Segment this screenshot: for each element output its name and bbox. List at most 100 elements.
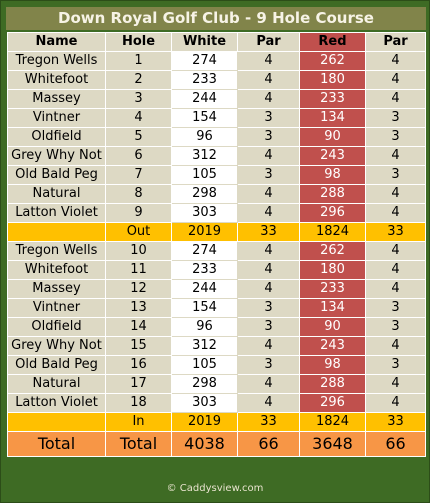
hole-row: Oldfield 14 96 3 90 3 (7, 317, 426, 337)
cell-white-yards: 303 (171, 393, 238, 413)
cell-par-red: 3 (365, 108, 426, 128)
hole-row: Tregon Wells 10 274 4 262 4 (7, 241, 426, 261)
cell-hole: Out (105, 222, 172, 242)
cell-hole: 8 (105, 184, 172, 204)
cell-par-white: 4 (237, 279, 300, 299)
cell-hole: Total (105, 431, 172, 457)
cell-red-yards: 243 (299, 336, 366, 356)
cell-red-yards: 288 (299, 374, 366, 394)
cell-hole: 6 (105, 146, 172, 166)
cell-par-red: 33 (365, 412, 426, 432)
cell-name: Total (7, 431, 106, 457)
cell-white-yards: 303 (171, 203, 238, 223)
cell-par-white: 4 (237, 260, 300, 280)
cell-par-red: 3 (365, 355, 426, 375)
cell-white-yards: 96 (171, 127, 238, 147)
cell-red-yards: 98 (299, 165, 366, 185)
cell-par-white: 4 (237, 393, 300, 413)
hole-row: Latton Violet 9 303 4 296 4 (7, 203, 426, 223)
cell-white-yards: 244 (171, 279, 238, 299)
cell-name: Grey Why Not (7, 336, 106, 356)
cell-white-yards: 298 (171, 184, 238, 204)
header-par-red: Par (365, 32, 426, 52)
cell-hole: 11 (105, 260, 172, 280)
cell-hole: 7 (105, 165, 172, 185)
cell-par-white: 4 (237, 51, 300, 71)
cell-par-red: 4 (365, 70, 426, 90)
header-name: Name (7, 32, 106, 52)
cell-name (7, 412, 106, 432)
cell-white-yards: 274 (171, 51, 238, 71)
cell-red-yards: 243 (299, 146, 366, 166)
cell-par-red: 3 (365, 165, 426, 185)
cell-white-yards: 312 (171, 146, 238, 166)
cell-par-white: 33 (237, 412, 300, 432)
cell-red-yards: 296 (299, 203, 366, 223)
hole-row: Oldfield 5 96 3 90 3 (7, 127, 426, 147)
cell-hole: 10 (105, 241, 172, 261)
cell-par-white: 4 (237, 146, 300, 166)
cell-white-yards: 96 (171, 317, 238, 337)
cell-par-red: 4 (365, 146, 426, 166)
cell-par-white: 3 (237, 298, 300, 318)
cell-par-red: 4 (365, 393, 426, 413)
cell-red-yards: 134 (299, 108, 366, 128)
cell-name: Massey (7, 89, 106, 109)
cell-name: Oldfield (7, 127, 106, 147)
cell-name (7, 222, 106, 242)
hole-row: Grey Why Not 6 312 4 243 4 (7, 146, 426, 166)
header-red: Red (299, 32, 366, 52)
cell-par-white: 3 (237, 108, 300, 128)
cell-hole: 18 (105, 393, 172, 413)
cell-white-yards: 312 (171, 336, 238, 356)
cell-name: Grey Why Not (7, 146, 106, 166)
cell-hole: 15 (105, 336, 172, 356)
cell-name: Oldfield (7, 317, 106, 337)
cell-red-yards: 1824 (299, 222, 366, 242)
cell-par-white: 3 (237, 355, 300, 375)
cell-hole: 5 (105, 127, 172, 147)
cell-par-red: 33 (365, 222, 426, 242)
cell-name: Natural (7, 184, 106, 204)
cell-white-yards: 2019 (171, 222, 238, 242)
cell-name: Massey (7, 279, 106, 299)
cell-par-red: 4 (365, 51, 426, 71)
cell-hole: 1 (105, 51, 172, 71)
cell-red-yards: 180 (299, 260, 366, 280)
hole-row: Grey Why Not 15 312 4 243 4 (7, 336, 426, 356)
cell-name: Natural (7, 374, 106, 394)
cell-hole: 3 (105, 89, 172, 109)
cell-red-yards: 98 (299, 355, 366, 375)
cell-white-yards: 233 (171, 260, 238, 280)
out-subtotal-row: Out 2019 33 1824 33 (7, 222, 426, 242)
cell-white-yards: 244 (171, 89, 238, 109)
cell-red-yards: 90 (299, 317, 366, 337)
cell-red-yards: 1824 (299, 412, 366, 432)
cell-white-yards: 154 (171, 108, 238, 128)
cell-par-red: 4 (365, 279, 426, 299)
cell-red-yards: 180 (299, 70, 366, 90)
cell-red-yards: 90 (299, 127, 366, 147)
in-subtotal-row: In 2019 33 1824 33 (7, 412, 426, 432)
header-hole: Hole (105, 32, 172, 52)
hole-row: Vintner 4 154 3 134 3 (7, 108, 426, 128)
cell-par-white: 4 (237, 203, 300, 223)
cell-par-white: 66 (237, 431, 300, 457)
total-row: Total Total 4038 66 3648 66 (7, 431, 426, 457)
course-title: Down Royal Golf Club - 9 Hole Course (6, 7, 426, 30)
cell-name: Tregon Wells (7, 241, 106, 261)
cell-hole: 12 (105, 279, 172, 299)
cell-hole: 13 (105, 298, 172, 318)
header-par-white: Par (237, 32, 300, 52)
cell-name: Vintner (7, 108, 106, 128)
cell-hole: 14 (105, 317, 172, 337)
hole-row: Whitefoot 2 233 4 180 4 (7, 70, 426, 90)
cell-hole: 4 (105, 108, 172, 128)
hole-row: Massey 12 244 4 233 4 (7, 279, 426, 299)
cell-par-white: 3 (237, 127, 300, 147)
cell-red-yards: 296 (299, 393, 366, 413)
cell-name: Latton Violet (7, 393, 106, 413)
hole-row: Natural 8 298 4 288 4 (7, 184, 426, 204)
hole-row: Latton Violet 18 303 4 296 4 (7, 393, 426, 413)
